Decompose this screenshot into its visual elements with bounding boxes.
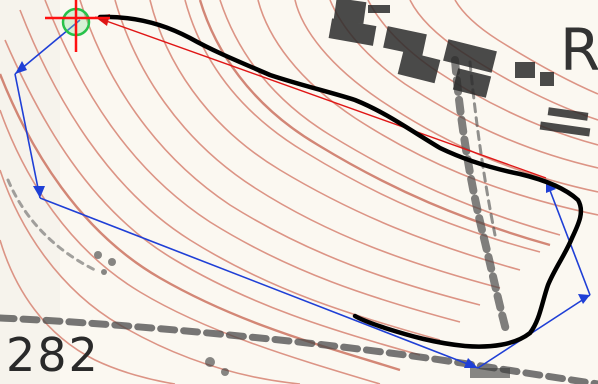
route-leg (545, 179, 591, 296)
route-arrow-icon (33, 186, 45, 198)
recorded-track (97, 14, 584, 349)
route-arrow-icon (578, 294, 590, 304)
planned-route (14, 19, 591, 369)
spot-height-label: 282 (6, 328, 100, 382)
route-leg (14, 73, 41, 199)
route-arrow-icon (464, 358, 478, 368)
route-arrow-icon (15, 61, 27, 74)
route-leg (14, 19, 81, 75)
route-arrows (15, 61, 590, 368)
route-leg (39, 197, 479, 369)
route-leg (477, 294, 591, 369)
map-symbols (94, 251, 510, 378)
start-marker (45, 0, 110, 52)
buildings (328, 0, 591, 137)
edge-letter-label: R (560, 16, 598, 84)
